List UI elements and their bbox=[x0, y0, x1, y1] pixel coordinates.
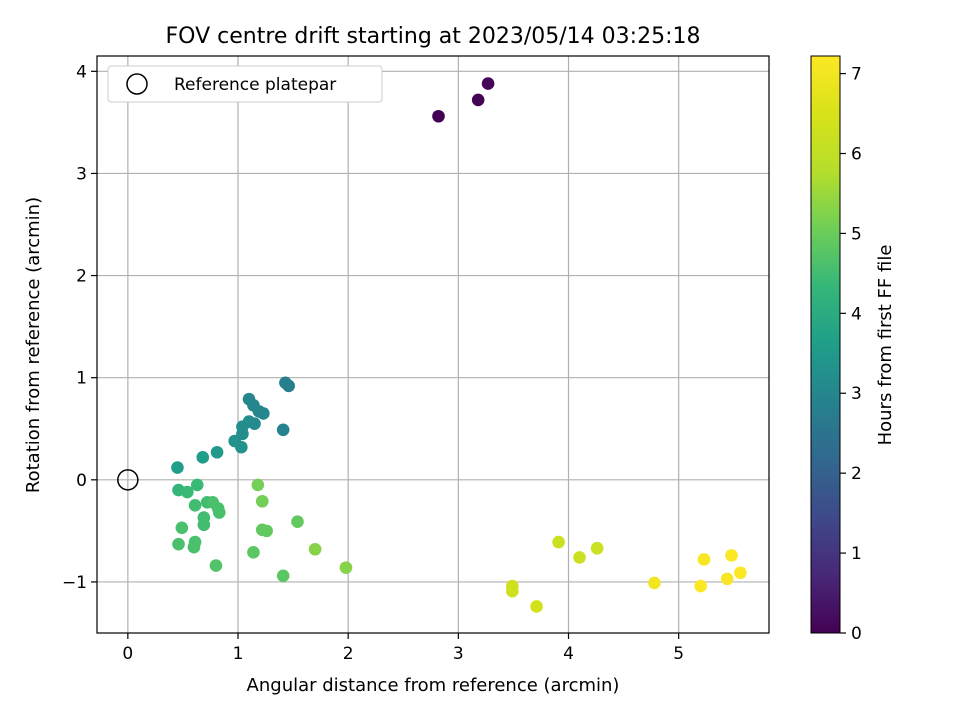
data-point bbox=[308, 542, 322, 556]
data-point bbox=[235, 440, 248, 454]
data-point bbox=[339, 561, 353, 574]
x-tick-label: 1 bbox=[233, 644, 244, 664]
data-point bbox=[471, 93, 485, 107]
y-tick-label: 4 bbox=[76, 62, 87, 82]
data-point bbox=[573, 551, 586, 564]
x-tick-label: 2 bbox=[343, 644, 354, 664]
x-axis-ticks: 0 1 2 3 4 5 bbox=[122, 633, 684, 664]
data-point bbox=[210, 445, 224, 459]
colorbar: 0 1 2 3 4 5 6 7 Hours from first FF file bbox=[810, 55, 896, 644]
x-tick-label: 4 bbox=[563, 644, 574, 664]
data-point bbox=[697, 553, 711, 566]
colorbar-label: Hours from first FF file bbox=[875, 245, 896, 446]
data-point bbox=[175, 521, 189, 535]
colorbar-tick-label: 4 bbox=[851, 304, 862, 324]
colorbar-tick-label: 2 bbox=[851, 464, 862, 484]
colorbar-tick-label: 0 bbox=[851, 624, 862, 644]
data-point bbox=[276, 569, 290, 583]
chart-title: FOV centre drift starting at 2023/05/14 … bbox=[166, 24, 701, 49]
data-point bbox=[255, 494, 269, 508]
colorbar-gradient bbox=[810, 55, 841, 634]
data-point bbox=[247, 546, 260, 559]
y-axis-ticks: −1 0 1 2 3 4 bbox=[62, 62, 97, 593]
plot-area-frame bbox=[96, 55, 770, 634]
data-point bbox=[181, 485, 194, 499]
data-point bbox=[171, 461, 184, 474]
data-point bbox=[694, 579, 707, 593]
data-points bbox=[117, 77, 747, 613]
data-point bbox=[257, 407, 270, 420]
data-point bbox=[172, 537, 185, 551]
data-point bbox=[725, 549, 738, 562]
data-point bbox=[282, 379, 295, 393]
data-point bbox=[251, 478, 265, 492]
data-point bbox=[432, 109, 445, 123]
x-tick-label: 5 bbox=[673, 644, 684, 664]
colorbar-tick-label: 3 bbox=[851, 384, 862, 404]
colorbar-tick-label: 7 bbox=[851, 65, 862, 85]
data-point bbox=[481, 77, 495, 90]
y-tick-label: 3 bbox=[76, 164, 87, 184]
colorbar-tick-label: 5 bbox=[851, 224, 862, 244]
data-point bbox=[187, 540, 201, 554]
y-tick-label: 0 bbox=[76, 471, 87, 491]
data-point bbox=[197, 518, 211, 532]
data-point bbox=[720, 572, 734, 586]
data-point bbox=[276, 423, 290, 437]
data-point bbox=[260, 524, 273, 538]
colorbar-tick-label: 6 bbox=[851, 144, 862, 164]
data-point bbox=[506, 584, 519, 598]
data-point bbox=[291, 515, 304, 528]
data-point bbox=[212, 506, 226, 519]
y-tick-label: 1 bbox=[76, 369, 87, 389]
data-point bbox=[648, 576, 661, 590]
data-point bbox=[590, 541, 604, 555]
data-point bbox=[188, 499, 202, 512]
colorbar-ticks: 0 1 2 3 4 5 6 7 bbox=[840, 65, 862, 644]
data-point bbox=[209, 559, 223, 572]
legend-marker-icon bbox=[126, 73, 148, 95]
data-point bbox=[248, 417, 261, 430]
legend: Reference platepar bbox=[107, 65, 383, 103]
y-axis-label: Rotation from reference (arcmin) bbox=[23, 197, 44, 493]
y-tick-label: −1 bbox=[62, 573, 87, 593]
x-tick-label: 0 bbox=[122, 644, 133, 664]
x-axis-label: Angular distance from reference (arcmin) bbox=[247, 675, 620, 696]
y-tick-label: 2 bbox=[76, 267, 87, 287]
data-point bbox=[196, 451, 210, 464]
data-point bbox=[734, 566, 747, 580]
reference-platepar-marker bbox=[117, 469, 139, 491]
data-point bbox=[552, 535, 565, 549]
x-tick-label: 3 bbox=[453, 644, 464, 664]
colorbar-tick-label: 1 bbox=[851, 544, 862, 564]
data-point bbox=[190, 478, 204, 492]
data-point bbox=[530, 600, 543, 613]
legend-box bbox=[107, 65, 383, 103]
legend-entry-reference: Reference platepar bbox=[174, 75, 336, 95]
